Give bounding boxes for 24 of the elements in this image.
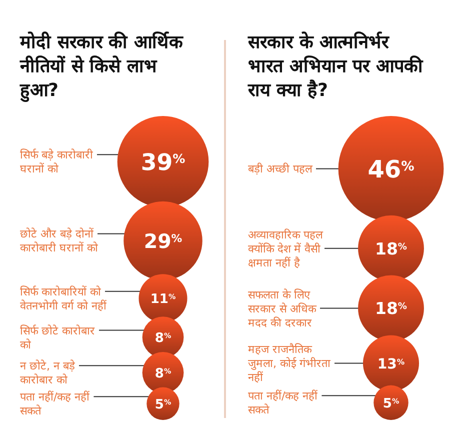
data-label: 39$^{%}$ — [140, 150, 186, 176]
category-label: पता नहीं/कह नहीं सकते — [20, 390, 90, 418]
data-label: 18$^{%}$ — [375, 239, 407, 258]
category-label: पता नहीं/कह नहीं सकते — [248, 390, 318, 417]
category-label: सिर्फ कारोबारियों को वेतनभोगी वर्ग को नहीं — [20, 285, 106, 312]
category-label: सिर्फ छोटे कारोबार को — [20, 324, 95, 352]
text: मोदी सरकार की आर्थिक नीतियों से किसे लाभ हुआ? — [19, 31, 184, 103]
data-label: 5$^{%}$ — [154, 396, 172, 412]
category-label: अव्यावहारिक पहल क्योंकि देश में वैसी क्षमता नहीं है — [248, 228, 324, 270]
category-label: महज राजनैतिक जुमला, कोई गंभीरता नहीं — [248, 343, 330, 384]
data-label: 13$^{%}$ — [377, 356, 405, 372]
category-label: न छोटे, न बड़े कारोबार को — [20, 360, 75, 387]
data-label: 29$^{%}$ — [144, 230, 182, 253]
data-label: 8$^{%}$ — [154, 366, 172, 382]
data-label: 11$^{%}$ — [150, 292, 176, 308]
data-label: 5$^{%}$ — [382, 396, 400, 412]
data-label: 8$^{%}$ — [154, 330, 172, 346]
category-label: सफलता के लिए सरकार से अधिक मदद की दरकार — [248, 288, 317, 330]
category-label: बड़ी अच्छी पहल — [248, 162, 313, 176]
text: सरकार के आत्मनिर्भर भारत अभियान पर आपकी राय क्या है? — [247, 31, 424, 101]
data-label: 18$^{%}$ — [375, 299, 407, 318]
category-label: छोटे और बड़े दोनों कारोबारी घरानों को — [20, 228, 98, 255]
category-label: सिर्फ बड़े कारोबारी घरानों को — [20, 148, 93, 176]
data-label: 46$^{%}$ — [368, 155, 414, 184]
